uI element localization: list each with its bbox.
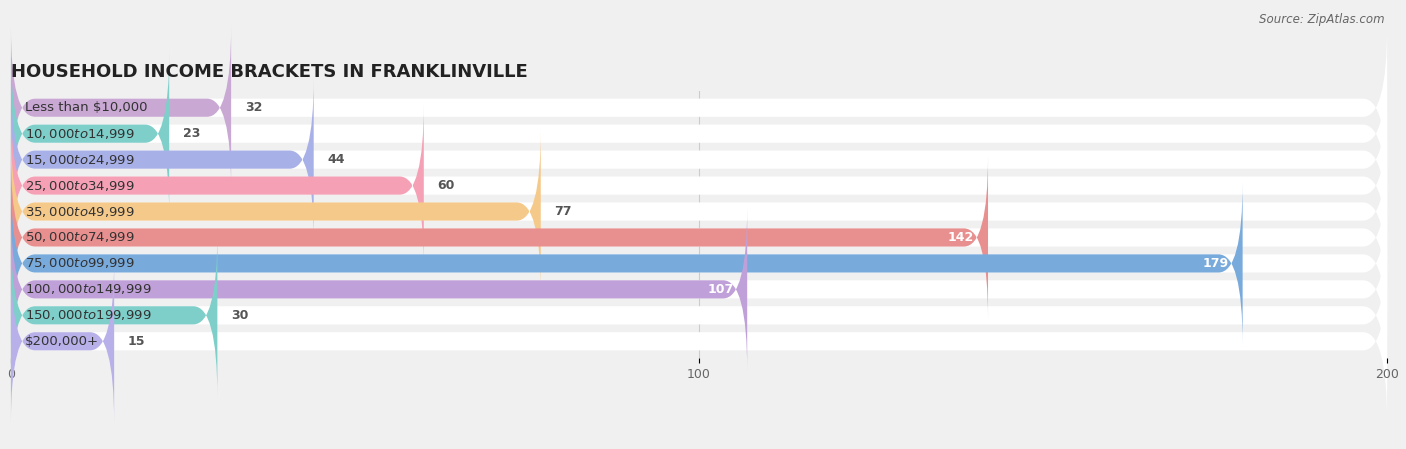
Text: $25,000 to $34,999: $25,000 to $34,999 [25,179,135,193]
Text: Source: ZipAtlas.com: Source: ZipAtlas.com [1260,13,1385,26]
Text: $200,000+: $200,000+ [25,335,98,348]
FancyBboxPatch shape [11,260,1388,423]
FancyBboxPatch shape [11,260,114,423]
FancyBboxPatch shape [11,207,747,371]
Text: $35,000 to $49,999: $35,000 to $49,999 [25,205,135,219]
FancyBboxPatch shape [11,26,1388,189]
Text: HOUSEHOLD INCOME BRACKETS IN FRANKLINVILLE: HOUSEHOLD INCOME BRACKETS IN FRANKLINVIL… [11,63,527,81]
FancyBboxPatch shape [11,130,1388,293]
Text: 107: 107 [707,283,734,296]
Text: 77: 77 [554,205,572,218]
Text: 15: 15 [128,335,145,348]
Text: 179: 179 [1202,257,1229,270]
FancyBboxPatch shape [11,207,1388,371]
Text: $75,000 to $99,999: $75,000 to $99,999 [25,256,135,270]
Text: $150,000 to $199,999: $150,000 to $199,999 [25,308,152,322]
FancyBboxPatch shape [11,52,1388,216]
FancyBboxPatch shape [11,156,1388,319]
FancyBboxPatch shape [11,233,218,397]
Text: 30: 30 [231,309,249,322]
Text: $10,000 to $14,999: $10,000 to $14,999 [25,127,135,141]
Text: 32: 32 [245,101,263,114]
Text: Less than $10,000: Less than $10,000 [25,101,148,114]
FancyBboxPatch shape [11,104,1388,267]
FancyBboxPatch shape [11,104,423,267]
FancyBboxPatch shape [11,156,988,319]
FancyBboxPatch shape [11,78,1388,242]
FancyBboxPatch shape [11,78,314,242]
Text: 44: 44 [328,153,344,166]
Text: 142: 142 [948,231,974,244]
FancyBboxPatch shape [11,26,231,189]
FancyBboxPatch shape [11,130,541,293]
Text: 60: 60 [437,179,456,192]
Text: $15,000 to $24,999: $15,000 to $24,999 [25,153,135,167]
FancyBboxPatch shape [11,52,169,216]
Text: 23: 23 [183,127,200,140]
Text: $50,000 to $74,999: $50,000 to $74,999 [25,230,135,244]
FancyBboxPatch shape [11,233,1388,397]
FancyBboxPatch shape [11,182,1388,345]
Text: $100,000 to $149,999: $100,000 to $149,999 [25,282,152,296]
FancyBboxPatch shape [11,182,1243,345]
